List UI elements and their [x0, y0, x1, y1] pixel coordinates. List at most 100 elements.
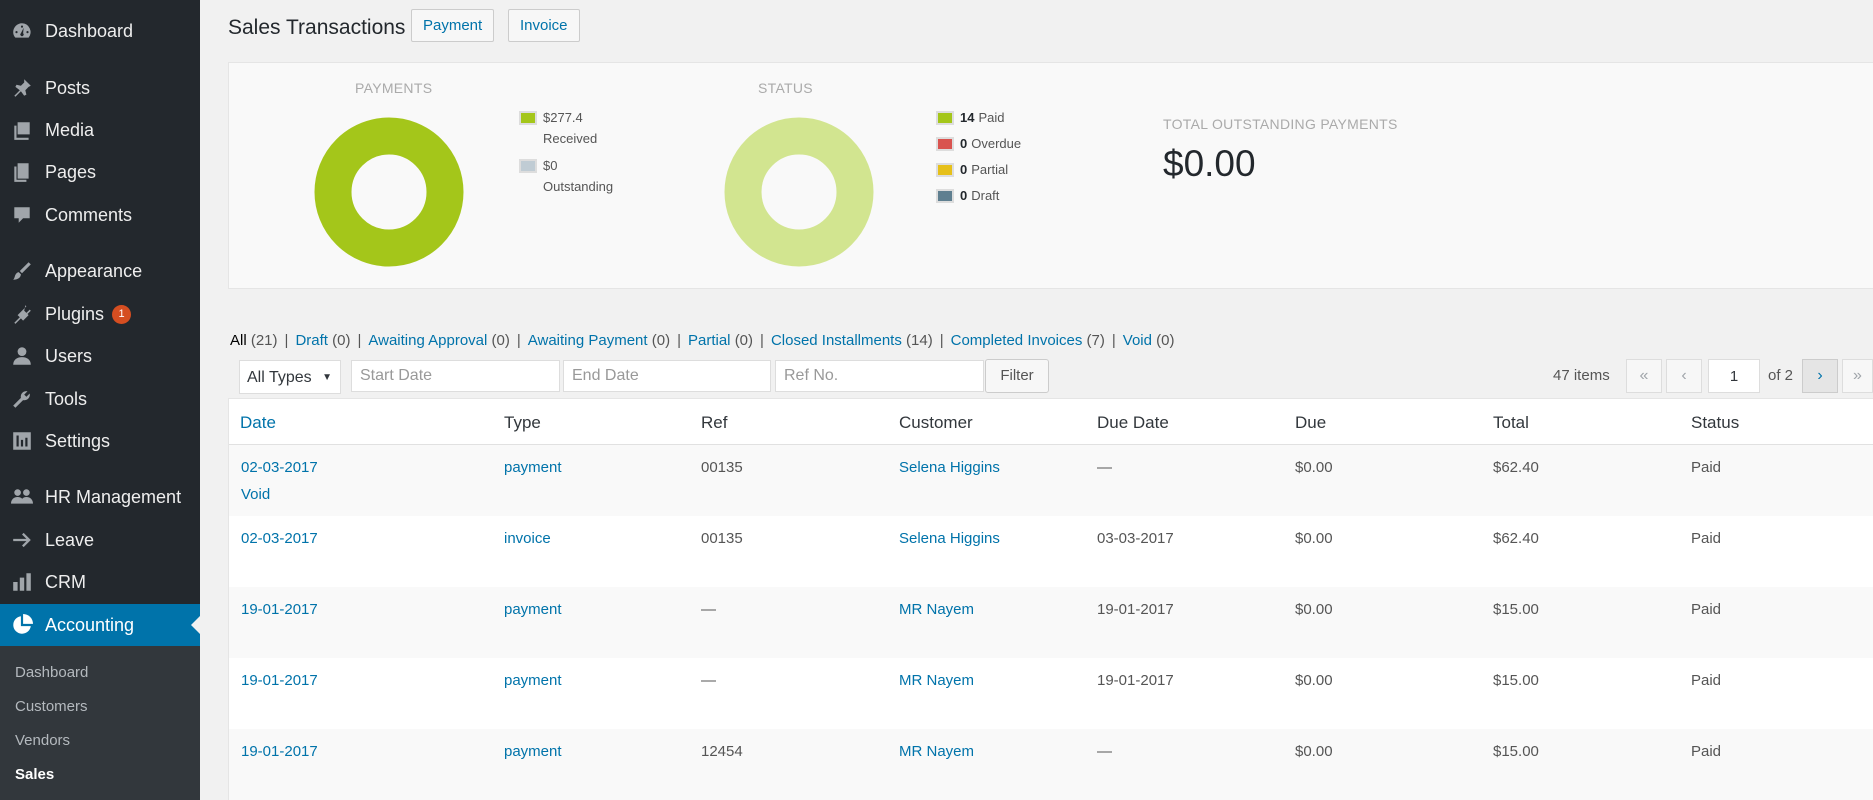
filter-link[interactable]: All	[230, 332, 247, 349]
menu-item-users[interactable]: Users	[0, 335, 200, 377]
menu-label: Settings	[45, 430, 111, 451]
end-date-input[interactable]	[563, 360, 771, 392]
cell-customer[interactable]: Selena Higgins	[899, 530, 1000, 547]
menu-item-posts[interactable]: Posts	[0, 67, 200, 109]
legend-label: Outstanding	[543, 179, 614, 194]
menu-item-leave[interactable]: Leave	[0, 519, 200, 561]
cell-status: Paid	[1691, 743, 1722, 760]
column-header-due-date: Due Date	[1097, 413, 1169, 432]
status-filter-all[interactable]: All (21)	[230, 332, 278, 349]
status-filter-awaiting-payment[interactable]: Awaiting Payment (0)	[528, 332, 670, 349]
menu-item-appearance[interactable]: Appearance	[0, 250, 200, 292]
menu-item-tools[interactable]: Tools	[0, 378, 200, 420]
cell-date[interactable]: 02-03-2017	[241, 459, 318, 476]
menu-label: Pages	[45, 161, 97, 182]
void-action-link[interactable]: Void	[241, 486, 271, 503]
cell-customer[interactable]: MR Nayem	[899, 601, 975, 618]
cell-type[interactable]: invoice	[504, 530, 551, 547]
cell-due-date: 19-01-2017	[1097, 672, 1174, 689]
cell-type[interactable]: payment	[504, 672, 562, 689]
cell-due-date: —	[1097, 459, 1112, 476]
cell-type[interactable]: payment	[504, 459, 562, 476]
status-filter-partial[interactable]: Partial (0)	[688, 332, 753, 349]
start-date-input[interactable]	[351, 360, 560, 392]
cell-customer[interactable]: MR Nayem	[899, 672, 975, 689]
cell-date[interactable]: 02-03-2017	[241, 530, 318, 547]
cell-total: $62.40	[1493, 530, 1539, 547]
submenu-item-customers[interactable]: Customers	[15, 698, 88, 715]
submenu-item-vendors[interactable]: Vendors	[15, 732, 71, 749]
next-page-button[interactable]: ›	[1802, 359, 1838, 393]
status-filter-void[interactable]: Void (0)	[1123, 332, 1175, 349]
cell-due-date: 03-03-2017	[1097, 530, 1174, 547]
filter-link[interactable]: Completed Invoices	[950, 332, 1083, 349]
menu-label: Appearance	[45, 260, 143, 281]
menu-item-plugins[interactable]: Plugins 1	[0, 293, 200, 335]
payments-donut-chart	[314, 117, 464, 267]
cell-date[interactable]: 19-01-2017	[241, 601, 318, 618]
cell-ref: —	[701, 672, 716, 689]
filter-link[interactable]: Awaiting Approval	[368, 332, 488, 349]
cell-status: Paid	[1691, 672, 1722, 689]
table-row: 19-01-2017 payment — MR Nayem 19-01-2017…	[229, 587, 1873, 658]
cell-type[interactable]: payment	[504, 743, 562, 760]
outstanding-label: TOTAL OUTSTANDING PAYMENTS	[1163, 116, 1398, 132]
menu-item-media[interactable]: Media	[0, 109, 200, 151]
status-filter-completed-invoices[interactable]: Completed Invoices (7)	[951, 332, 1105, 349]
filter-button[interactable]: Filter	[985, 359, 1049, 393]
caret-down-icon: ▼	[322, 372, 332, 383]
brush-icon	[11, 260, 33, 282]
cell-customer[interactable]: Selena Higgins	[899, 459, 1000, 476]
cell-customer[interactable]: MR Nayem	[899, 743, 975, 760]
type-select[interactable]: All Types ▼	[239, 360, 341, 394]
filter-link[interactable]: Partial	[687, 332, 731, 349]
cell-type[interactable]: payment	[504, 601, 562, 618]
stats-panel: PAYMENTS $277.4 Received $0 Outstanding ST…	[228, 62, 1873, 289]
cell-due: $0.00	[1295, 672, 1333, 689]
status-filter-awaiting-approval[interactable]: Awaiting Approval (0)	[368, 332, 509, 349]
status-filter-draft[interactable]: Draft (0)	[295, 332, 350, 349]
prev-page-button[interactable]: ‹	[1666, 359, 1702, 393]
table-row: 02-03-2017 Void payment 00135 Selena Hig…	[229, 445, 1873, 516]
filter-link[interactable]: Draft	[295, 332, 328, 349]
new-invoice-button[interactable]: Invoice	[508, 9, 580, 42]
type-select-value: All Types	[247, 369, 312, 386]
status-filter-closed-installments[interactable]: Closed Installments (14)	[771, 332, 933, 349]
pages-icon	[11, 161, 33, 183]
cell-date[interactable]: 19-01-2017	[241, 743, 318, 760]
menu-label: HR Management	[45, 486, 182, 507]
filter-link[interactable]: Closed Installments	[770, 332, 902, 349]
filter-link[interactable]: Void	[1122, 332, 1152, 349]
payments-legend-received: $277.4 Received	[519, 107, 597, 149]
legend-count: 14	[960, 110, 975, 125]
status-legend-partial: 0 Partial	[936, 159, 1008, 180]
menu-item-hr-management[interactable]: HR Management	[0, 476, 200, 518]
items-count: 47 items	[1553, 367, 1610, 384]
cell-due-date: 19-01-2017	[1097, 601, 1174, 618]
menu-item-comments[interactable]: Comments	[0, 194, 200, 236]
status-legend-paid: 14 Paid	[936, 107, 1005, 128]
column-header-date[interactable]: Date	[240, 413, 276, 432]
filter-link[interactable]: Awaiting Payment	[527, 332, 648, 349]
menu-label: CRM	[45, 571, 86, 592]
first-page-button[interactable]: «	[1626, 359, 1662, 393]
menu-item-crm[interactable]: CRM	[0, 561, 200, 603]
filter-count: (7)	[1086, 332, 1105, 349]
filter-count: (0)	[332, 332, 351, 349]
submenu-item-dashboard[interactable]: Dashboard	[15, 664, 89, 681]
menu-item-settings[interactable]: Settings	[0, 420, 200, 462]
current-page-input[interactable]	[1708, 359, 1760, 393]
cell-date[interactable]: 19-01-2017	[241, 672, 318, 689]
last-page-button[interactable]: »	[1842, 359, 1873, 393]
legend-label: Partial	[971, 162, 1009, 177]
status-legend-overdue: 0 Overdue	[936, 133, 1021, 154]
cell-ref: 12454	[701, 743, 743, 760]
menu-item-dashboard[interactable]: Dashboard	[0, 10, 200, 52]
menu-item-accounting[interactable]: Accounting	[0, 604, 200, 646]
plugin-icon	[11, 303, 33, 325]
new-payment-button[interactable]: Payment	[411, 9, 495, 42]
ref-no-input[interactable]	[775, 360, 984, 392]
settings-icon	[11, 430, 33, 452]
submenu-item-sales[interactable]: Sales	[15, 766, 55, 783]
menu-item-pages[interactable]: Pages	[0, 151, 200, 193]
